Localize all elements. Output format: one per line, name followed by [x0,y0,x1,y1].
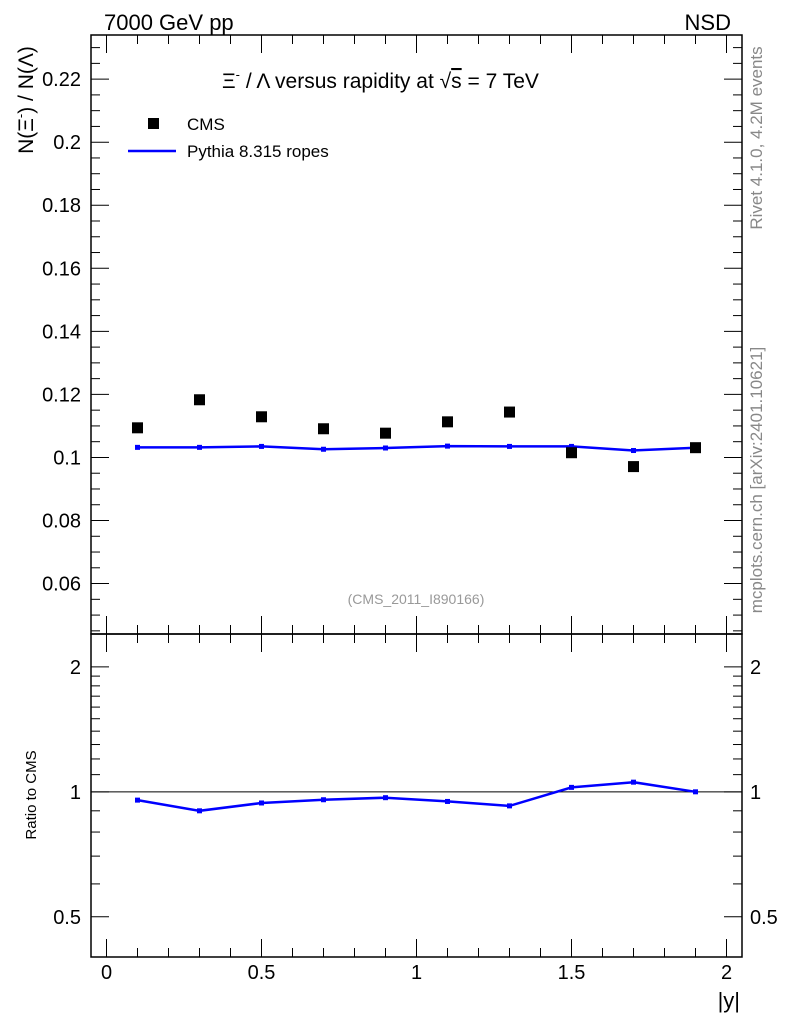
ratio-ticks [91,634,742,958]
main-ytick-label: 0.06 [42,574,81,596]
ratio-pythia-point [631,779,636,785]
title-energy: = 7 TeV [462,70,539,93]
ratio-pythia-point [445,798,450,804]
ratio-data [91,779,742,814]
ratio-ytick-label-right: 1 [750,782,761,804]
main-ytick-label: 0.12 [42,384,81,406]
pythia-point [197,444,202,450]
ratio-ytick-label-right: 2 [750,657,761,679]
ratio-ylabel: Ratio to CMS [23,750,40,839]
mcplots-label: mcplots.cern.ch [arXiv:2401.10621] [747,347,766,613]
analysis-watermark: (CMS_2011_I890166) [348,591,485,607]
main-title: Ξ- / Λ versus rapidity at √s = 7 TeV [222,67,539,93]
main-ytick-label: 0.22 [42,69,81,91]
xtick-label: 1.5 [558,962,586,984]
main-ytick-label: 0.18 [42,195,81,217]
ratio-pythia-point [383,795,388,801]
pythia-line [137,444,696,452]
cms-point [194,394,205,406]
title-xi: Ξ [222,70,236,93]
ratio-ytick-label: 2 [70,657,81,679]
main-ytick-label: 0.2 [53,132,81,154]
header-left: 7000 GeV pp [104,10,234,35]
legend-cms-marker [148,118,159,129]
ratio-pythia-point [197,808,202,814]
pythia-point [321,446,326,452]
ylabel-sup: - [13,114,28,118]
ratio-tick-labels: 0.5 0.5 1 1 2 2 0 0.5 1 1.5 2 [53,657,778,984]
cms-point [566,447,577,459]
ratio-pythia-point [507,803,512,809]
ratio-ytick-label-right: 0.5 [750,907,778,929]
ratio-pythia-point [259,800,264,806]
xtick-label: 0 [101,962,112,984]
title-s: s [451,70,462,93]
ratio-pythia-line [137,780,696,813]
legend-cms-label: CMS [187,115,225,134]
ratio-pythia-point [693,789,698,795]
ratio-ytick-label: 1 [70,782,81,804]
pythia-point [569,443,574,449]
main-ytick-label: 0.16 [42,258,81,280]
main-ytick-label: 0.14 [42,321,81,343]
ylabel-a: N(Ξ [15,118,38,154]
cms-point [442,416,453,428]
ratio-pythia-point [569,784,574,790]
ratio-panel: 0.5 0.5 1 1 2 2 0 0.5 1 1.5 2 Ratio to CMS |y| [23,633,778,1013]
pythia-point [135,444,140,450]
xtick-label: 0.5 [248,962,276,984]
pythia-point [259,443,264,449]
rivet-label: Rivet 4.1.0, 4.2M events [747,46,766,229]
cms-point [380,427,391,439]
pythia-point [383,445,388,451]
main-panel: 0.060.080.10.120.140.160.180.20.22 Ξ- / … [13,34,743,635]
main-ytick-label: 0.1 [53,447,81,469]
cms-point [628,461,639,473]
ylabel-b: ) / N(Λ) [15,46,38,114]
cms-point [132,422,143,434]
legend-pythia-label: Pythia 8.315 ropes [187,142,329,161]
cms-point [256,411,267,423]
main-data [132,394,701,473]
title-xi-sup: - [236,67,240,82]
ratio-pythia-point [135,797,140,803]
main-ticks [91,35,742,634]
xtick-label: 2 [721,962,732,984]
ratio-plot-frame [90,633,743,958]
ratio-pythia-point [321,797,326,803]
legend: CMS Pythia 8.315 ropes [128,115,329,161]
xaxis-label: |y| [718,988,740,1013]
pythia-point [631,448,636,454]
header-right: NSD [685,10,731,35]
cms-point [690,442,701,454]
title-sqrt: √ [440,70,452,93]
main-ylabel: N(Ξ-) / N(Λ) [13,46,38,154]
ratio-ytick-label: 0.5 [53,907,81,929]
pythia-point [445,443,450,449]
main-ytick-label: 0.08 [42,511,81,533]
pythia-point [507,443,512,449]
xtick-label: 1 [411,962,422,984]
cms-point [318,423,329,435]
cms-point [504,406,515,418]
main-tick-labels: 0.06 0.08 0.1 0.12 0.14 0.16 0.18 0.2 0.22 [42,69,81,595]
title-rest: / Λ versus rapidity at [240,70,440,93]
